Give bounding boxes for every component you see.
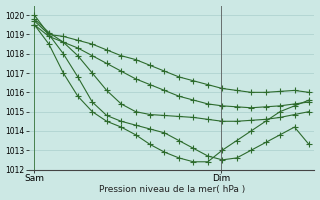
X-axis label: Pression niveau de la mer( hPa ): Pression niveau de la mer( hPa ) [99, 185, 245, 194]
